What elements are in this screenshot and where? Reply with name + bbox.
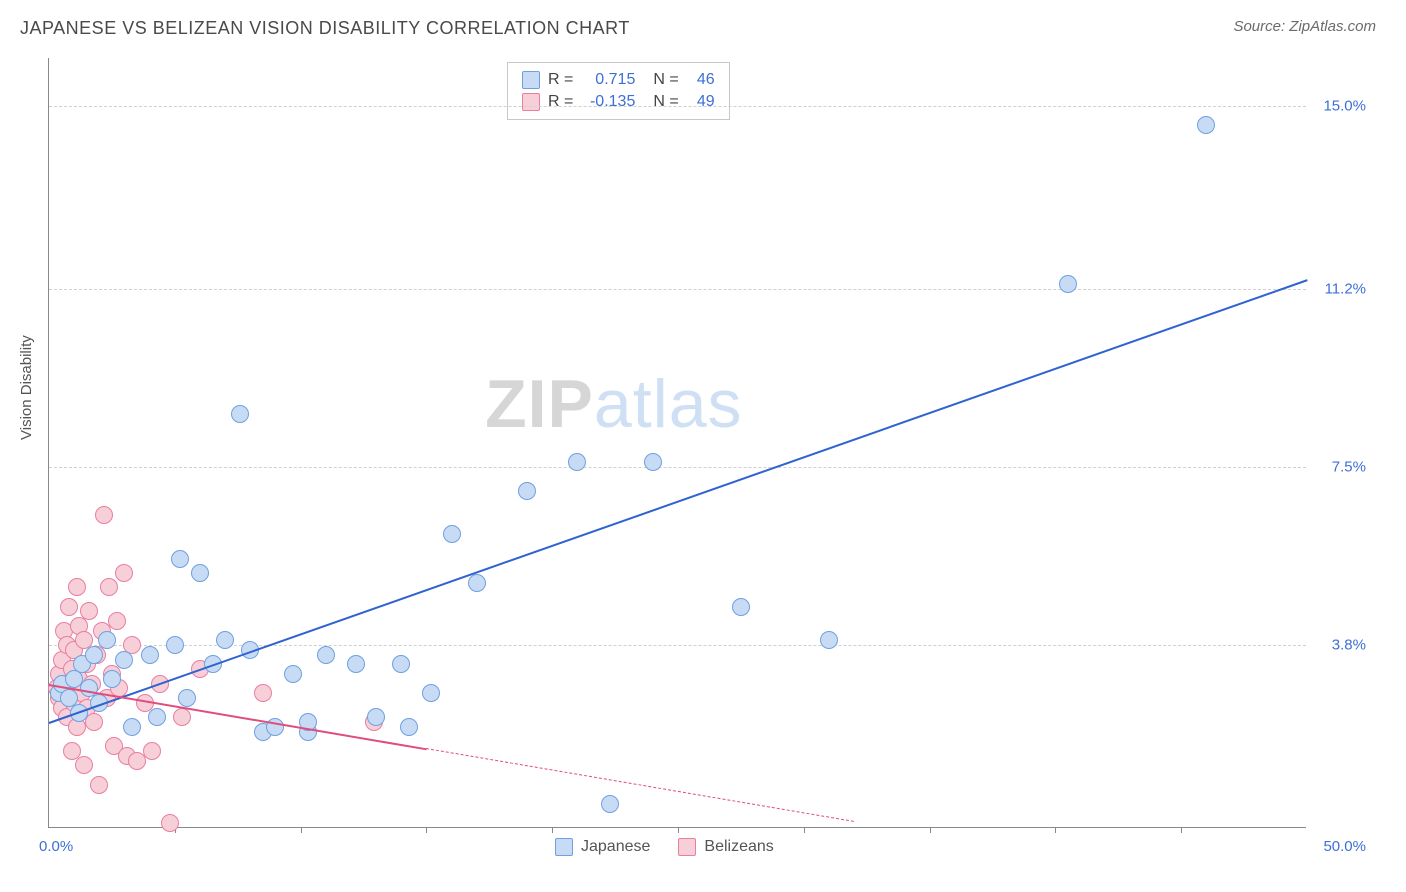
x-tick xyxy=(930,827,931,833)
r-value: -0.135 xyxy=(581,93,635,111)
scatter-point xyxy=(400,718,418,736)
watermark-zip: ZIP xyxy=(485,366,594,442)
scatter-point xyxy=(166,636,184,654)
y-tick-label: 7.5% xyxy=(1332,459,1366,476)
r-value: 0.715 xyxy=(581,71,635,89)
scatter-point xyxy=(143,742,161,760)
scatter-point xyxy=(422,684,440,702)
scatter-point xyxy=(216,631,234,649)
n-value: 46 xyxy=(687,71,715,89)
legend-label: Japanese xyxy=(581,838,650,856)
legend-item: Japanese xyxy=(555,838,650,856)
scatter-point xyxy=(367,708,385,726)
scatter-point xyxy=(1059,275,1077,293)
scatter-point xyxy=(284,665,302,683)
scatter-point xyxy=(644,453,662,471)
chart-title: JAPANESE VS BELIZEAN VISION DISABILITY C… xyxy=(20,18,630,39)
r-label: R = xyxy=(548,71,573,89)
stats-row: R = 0.715 N = 46 xyxy=(522,69,715,91)
y-tick-label: 11.2% xyxy=(1325,281,1366,298)
series-swatch xyxy=(522,71,540,89)
legend-item: Belizeans xyxy=(678,838,773,856)
scatter-point xyxy=(148,708,166,726)
series-swatch xyxy=(678,838,696,856)
scatter-point xyxy=(178,689,196,707)
scatter-point xyxy=(100,578,118,596)
scatter-point xyxy=(60,598,78,616)
y-tick-label: 15.0% xyxy=(1323,98,1366,115)
watermark-atlas: atlas xyxy=(594,366,743,442)
scatter-point xyxy=(115,564,133,582)
scatter-point xyxy=(732,598,750,616)
x-tick xyxy=(1055,827,1056,833)
bottom-legend: Japanese Belizeans xyxy=(555,838,774,856)
scatter-point xyxy=(95,506,113,524)
gridline xyxy=(49,645,1306,646)
scatter-point xyxy=(601,795,619,813)
scatter-point xyxy=(85,713,103,731)
source-label: Source: ZipAtlas.com xyxy=(1233,18,1376,35)
n-value: 49 xyxy=(687,93,715,111)
x-tick xyxy=(552,827,553,833)
y-axis-label: Vision Disability xyxy=(18,335,35,440)
scatter-point xyxy=(254,684,272,702)
scatter-point xyxy=(231,405,249,423)
gridline xyxy=(49,289,1306,290)
gridline xyxy=(49,467,1306,468)
plot-area: R =0.715N =46R =-0.135N =49 ZIPatlas 3.8… xyxy=(48,58,1306,828)
x-tick xyxy=(1181,827,1182,833)
x-tick-label: 50.0% xyxy=(1323,838,1366,855)
scatter-point xyxy=(98,631,116,649)
x-tick xyxy=(804,827,805,833)
scatter-point xyxy=(173,708,191,726)
series-swatch xyxy=(555,838,573,856)
trend-line xyxy=(49,279,1308,724)
scatter-point xyxy=(347,655,365,673)
n-label: N = xyxy=(653,93,678,111)
legend-label: Belizeans xyxy=(704,838,773,856)
scatter-point xyxy=(443,525,461,543)
series-swatch xyxy=(522,93,540,111)
x-tick-label: 0.0% xyxy=(39,838,73,855)
scatter-point xyxy=(85,646,103,664)
scatter-point xyxy=(90,776,108,794)
watermark: ZIPatlas xyxy=(485,365,742,443)
scatter-point xyxy=(161,814,179,832)
correlation-stats-box: R = 0.715 N = 46 R = -0.135 N = 49 xyxy=(507,62,730,120)
stats-row: R = -0.135 N = 49 xyxy=(522,91,715,113)
scatter-point xyxy=(468,574,486,592)
scatter-point xyxy=(518,482,536,500)
scatter-point xyxy=(80,602,98,620)
scatter-point xyxy=(75,756,93,774)
scatter-point xyxy=(68,578,86,596)
x-tick xyxy=(301,827,302,833)
scatter-point xyxy=(317,646,335,664)
scatter-point xyxy=(115,651,133,669)
x-tick xyxy=(426,827,427,833)
scatter-point xyxy=(1197,116,1215,134)
scatter-point xyxy=(568,453,586,471)
scatter-point xyxy=(820,631,838,649)
r-label: R = xyxy=(548,93,573,111)
scatter-point xyxy=(191,564,209,582)
trend-line xyxy=(426,748,854,822)
scatter-point xyxy=(123,718,141,736)
scatter-point xyxy=(141,646,159,664)
scatter-point xyxy=(392,655,410,673)
n-label: N = xyxy=(653,71,678,89)
scatter-point xyxy=(171,550,189,568)
scatter-point xyxy=(103,670,121,688)
gridline xyxy=(49,106,1306,107)
y-tick-label: 3.8% xyxy=(1332,637,1366,654)
x-tick xyxy=(678,827,679,833)
scatter-point xyxy=(108,612,126,630)
